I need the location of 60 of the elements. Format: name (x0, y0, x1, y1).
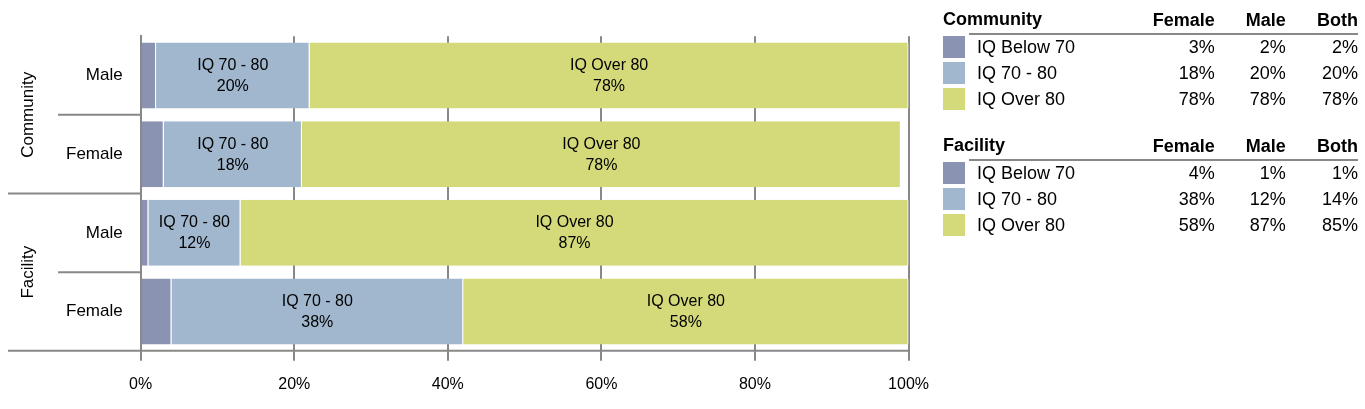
category-label: Female (1151, 135, 1215, 158)
x-tick-label: 80% (738, 374, 771, 392)
data-label: 18% (216, 155, 249, 173)
data-label: 14% (1320, 187, 1358, 211)
y-tick-label: Male (85, 65, 123, 85)
data-label: 78% (1177, 87, 1215, 111)
legend-label: IQ Below 70 (969, 160, 1114, 186)
x-tick-label: 100% (888, 374, 929, 392)
text: IQ Over 80 (562, 134, 641, 152)
data-label: 78% (1248, 87, 1286, 111)
x-tick-label: 60% (585, 374, 618, 392)
legend-label: IQ Below 70 (969, 34, 1114, 60)
text: IQ Over 80 (535, 213, 614, 231)
category-label: Both (1316, 135, 1358, 158)
text: IQ Over 80 (646, 291, 725, 309)
data-label: 1% (1214, 160, 1286, 186)
data-label: 87% (1248, 213, 1286, 237)
data-label: 2% (1214, 34, 1286, 60)
data-label: 58% (1177, 213, 1215, 237)
data-label: 2% (1285, 34, 1358, 60)
legend-label: IQ Over 80 (976, 87, 1067, 111)
y-tick-label: Female (66, 143, 123, 163)
data-label: 78% (585, 155, 618, 173)
y-tick-label: Female (66, 301, 123, 321)
series-label: IQ Over 80 (569, 55, 649, 73)
data-label: 38% (301, 312, 334, 330)
data-label: 78% (1320, 87, 1358, 111)
x-tick-label: 0% (129, 374, 153, 392)
text: IQ 70 - 80 (197, 55, 269, 73)
data-label: 85% (1320, 213, 1358, 237)
data-label: 20% (216, 76, 249, 94)
data-label: 1% (1285, 160, 1358, 186)
data-label: 3% (1113, 34, 1215, 60)
text: Community (17, 71, 37, 158)
data-label: 87% (558, 234, 591, 252)
text: Facility (17, 245, 37, 299)
legend-label: IQ Over 80 (976, 213, 1067, 237)
text: Facility (943, 134, 1007, 157)
text: IQ 70 - 80 (281, 291, 353, 309)
data-label: 18% (1177, 61, 1215, 85)
data-label: 12% (178, 234, 211, 252)
category-label: Female (1151, 9, 1215, 32)
category-label: Male (1244, 9, 1286, 32)
x-tick-label: 40% (431, 374, 464, 392)
text: IQ 70 - 80 (197, 134, 269, 152)
category-label: Male (1244, 135, 1286, 158)
data-label: 38% (1177, 187, 1215, 211)
data-label: 4% (1113, 160, 1215, 186)
text: Community (943, 8, 1043, 31)
legend-label: IQ 70 - 80 (976, 61, 1059, 85)
data-label: 12% (1248, 187, 1286, 211)
series-label: IQ 70 - 80 (158, 213, 231, 231)
data-label: 58% (669, 312, 702, 330)
data-label: 20% (1320, 61, 1358, 85)
data-label: 78% (593, 76, 626, 94)
category-label: Both (1316, 9, 1358, 32)
y-tick-label: Male (85, 222, 123, 242)
legend-label: IQ 70 - 80 (976, 187, 1059, 211)
x-tick-label: 20% (278, 374, 311, 392)
data-label: 20% (1248, 61, 1286, 85)
